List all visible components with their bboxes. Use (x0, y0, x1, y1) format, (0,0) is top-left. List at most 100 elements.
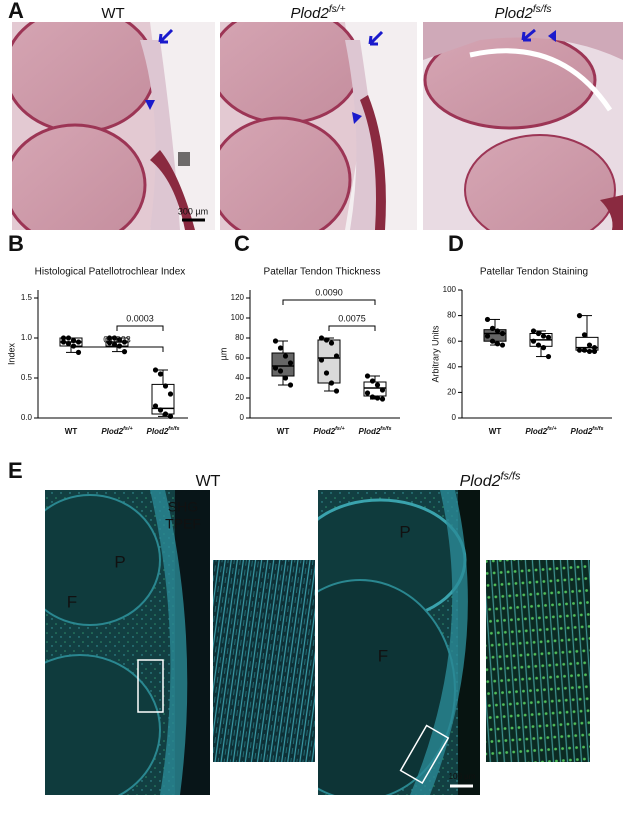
data-point (157, 371, 164, 377)
data-point (364, 373, 371, 379)
data-point (323, 370, 330, 376)
image-title: Plod2fs/fs (460, 470, 521, 490)
x-tick-label: Plod2fs/+ (101, 427, 133, 436)
significance-bracket (282, 299, 376, 305)
region-label: P (399, 522, 410, 541)
p-value: 0.0075 (338, 313, 366, 323)
x-tick-label-text: Plod2 (525, 427, 547, 436)
data-point (116, 337, 123, 343)
data-point (323, 337, 330, 343)
data-point (318, 335, 325, 341)
chart-title: Patellar Tendon Thickness (264, 267, 381, 278)
image-title-sup: fs/fs (533, 3, 552, 14)
x-tick-label-text: Plod2 (359, 427, 381, 436)
data-point (277, 345, 284, 351)
image-title-sup: fs/+ (329, 3, 346, 14)
data-point (591, 345, 598, 351)
y-tick-label: 40 (235, 373, 244, 382)
data-point (576, 313, 583, 319)
data-point (121, 339, 128, 345)
image-title: WT (101, 5, 124, 22)
x-tick-label: WT (65, 427, 78, 436)
data-point (111, 341, 118, 347)
significance-bracket (70, 346, 164, 352)
x-tick-label-text: Plod2 (313, 427, 335, 436)
data-point (484, 316, 491, 323)
y-tick-label: 40 (447, 362, 456, 371)
data-point (576, 347, 583, 353)
image-title-text: Plod2 (290, 5, 329, 22)
x-tick-label: Plod2fs/+ (313, 427, 345, 436)
y-tick-label: 20 (235, 393, 244, 402)
data-point (581, 347, 588, 353)
x-tick-label-sup: fs/+ (123, 427, 133, 433)
y-tick-label: 0.0 (21, 413, 33, 422)
data-point (277, 368, 284, 374)
image-title: Plod2fs/fs (494, 3, 551, 22)
data-point (333, 388, 340, 394)
data-point (379, 387, 386, 393)
data-point (272, 338, 279, 344)
data-point (540, 345, 547, 351)
panel-label: B (8, 231, 24, 256)
data-point (167, 391, 174, 397)
data-point (374, 395, 381, 401)
data-point (374, 382, 381, 388)
data-point (162, 383, 169, 389)
image-title: WT (196, 473, 221, 490)
x-tick-label: Plod2fs/fs (359, 427, 392, 436)
data-point (333, 353, 340, 359)
x-tick-label-text: WT (489, 427, 502, 436)
data-point (162, 411, 169, 417)
data-point (111, 335, 118, 341)
y-tick-label: 80 (235, 333, 244, 342)
significance-bracket (328, 325, 376, 331)
data-point (494, 328, 501, 334)
data-point (167, 413, 174, 419)
data-point (65, 335, 72, 341)
data-point (282, 353, 289, 359)
data-point (328, 380, 335, 386)
data-point (328, 340, 335, 346)
histology-mut (423, 22, 623, 230)
channel-label: SHG (168, 499, 198, 515)
data-point (318, 357, 325, 363)
p-value: 0.0003 (103, 334, 131, 344)
image-title-text: WT (101, 5, 124, 22)
shg-wt (45, 490, 210, 795)
data-point (152, 367, 159, 373)
panel-label: E (8, 458, 23, 483)
y-tick-label: 0.5 (21, 373, 33, 382)
data-point (369, 394, 376, 400)
channel-label: TPEF (165, 516, 201, 532)
x-tick-label: Plod2fs/+ (525, 427, 557, 436)
shg-wt-inset (213, 560, 315, 762)
data-point (60, 335, 67, 341)
shg-mut-inset (486, 560, 590, 762)
data-point (499, 342, 506, 348)
x-tick-label-sup: fs/+ (547, 427, 557, 433)
x-tick-label-text: Plod2 (147, 427, 169, 436)
image-title-sup: fs/fs (500, 470, 521, 482)
data-point (75, 339, 82, 345)
y-tick-label: 20 (447, 388, 456, 397)
histology-het (220, 22, 417, 230)
data-point (287, 360, 294, 366)
data-point (369, 378, 376, 384)
data-point (494, 341, 501, 347)
x-tick-label-sup: fs/+ (335, 427, 345, 433)
panel-label: A (8, 0, 24, 23)
data-point (364, 390, 371, 396)
data-point (65, 341, 72, 347)
scale-bar-label: 100 µm (449, 772, 476, 781)
y-tick-label: 1.0 (21, 333, 33, 342)
p-value: 0.0090 (315, 287, 343, 297)
data-point (540, 333, 547, 339)
y-tick-label: 0 (240, 413, 245, 422)
image-title-text: WT (196, 473, 221, 490)
image-title-text: Plod2 (460, 473, 501, 490)
x-tick-label-sup: fs/fs (168, 427, 179, 433)
data-point (272, 365, 279, 371)
data-point (586, 348, 593, 355)
